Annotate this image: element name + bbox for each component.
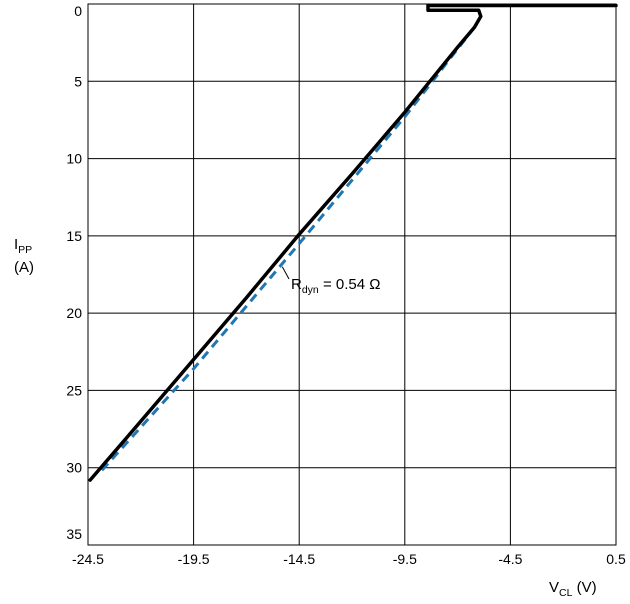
x-axis-label-main: V bbox=[549, 579, 559, 596]
x-axis-label-unit: (V) bbox=[572, 579, 596, 596]
y-tick-label: 30 bbox=[66, 460, 82, 476]
y-axis-label-sub: PP bbox=[18, 244, 32, 256]
rdyn-label-main: R bbox=[291, 276, 302, 293]
y-tick-label: 10 bbox=[66, 151, 82, 167]
rdyn-label-sub: dyn bbox=[302, 284, 319, 296]
series-line-dashed bbox=[97, 26, 476, 475]
y-tick-label: 35 bbox=[66, 526, 82, 542]
x-axis-label-sub: CL bbox=[559, 587, 573, 599]
y-axis-label: IPP bbox=[14, 236, 32, 256]
y-tick-label: 20 bbox=[66, 305, 82, 321]
rdyn-leader-line bbox=[281, 266, 290, 280]
y-tick-label: 0 bbox=[74, 3, 82, 19]
rdyn-label: Rdyn = 0.54 Ω bbox=[291, 276, 380, 296]
x-tick-label: -19.5 bbox=[178, 551, 210, 567]
x-tick-label: 0.5 bbox=[606, 551, 626, 567]
rdyn-annotation: Rdyn = 0.54 Ω bbox=[281, 266, 380, 296]
y-axis-label-main: I bbox=[14, 236, 18, 253]
plot-frame bbox=[87, 3, 617, 546]
x-tick-labels: -24.5 -19.5 -14.5 -9.5 -4.5 0.5 bbox=[72, 551, 626, 567]
y-tick-labels: 0 5 10 15 20 25 30 35 bbox=[66, 3, 82, 542]
y-tick-label: 25 bbox=[66, 382, 82, 398]
rdyn-label-rest: = 0.54 Ω bbox=[319, 276, 381, 293]
y-tick-label: 5 bbox=[74, 73, 82, 89]
y-tick-label: 15 bbox=[66, 228, 82, 244]
grid-lines bbox=[87, 3, 617, 546]
y-axis-unit: (A) bbox=[14, 259, 34, 276]
x-tick-label: -9.5 bbox=[393, 551, 417, 567]
x-axis-label: VCL (V) bbox=[549, 579, 597, 599]
x-tick-label: -14.5 bbox=[283, 551, 315, 567]
x-tick-label: -4.5 bbox=[498, 551, 522, 567]
series-line-measured bbox=[88, 3, 618, 482]
x-tick-label: -24.5 bbox=[72, 551, 104, 567]
series-layer bbox=[88, 3, 618, 482]
